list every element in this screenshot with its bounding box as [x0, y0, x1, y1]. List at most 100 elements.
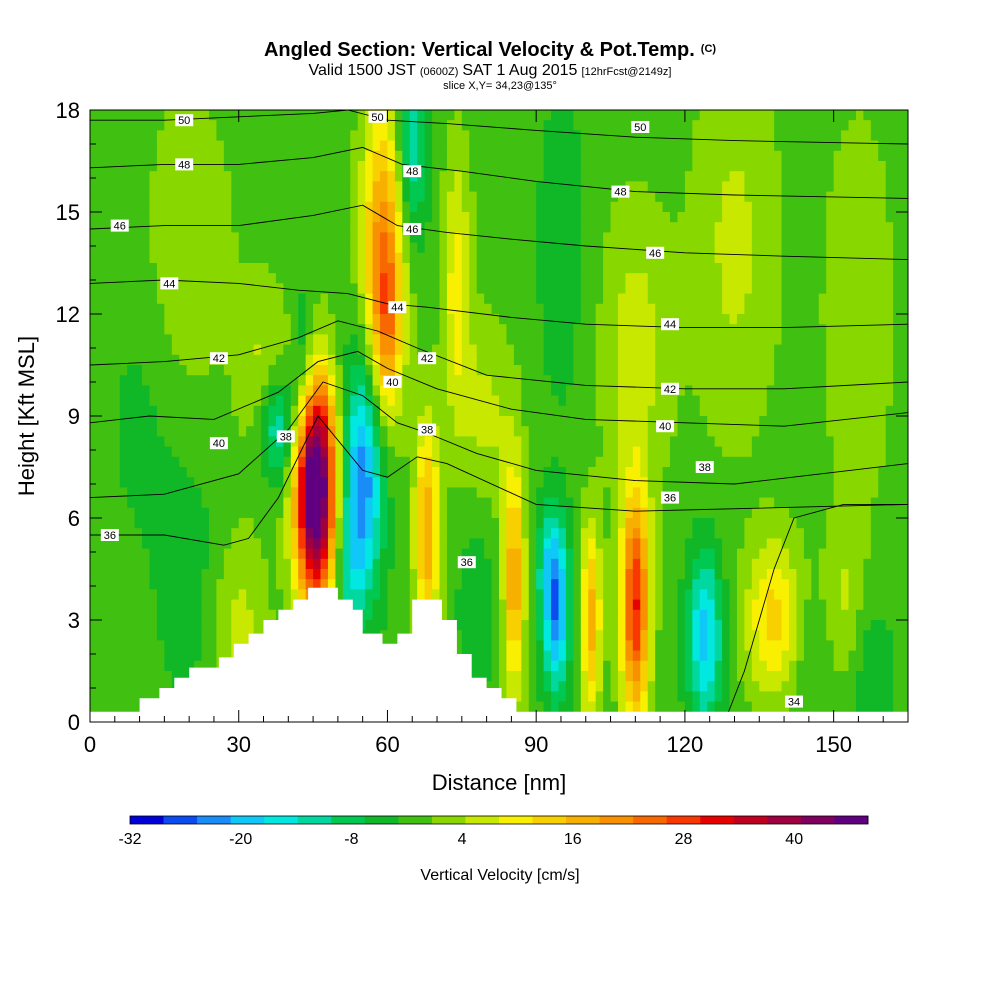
velocity-cell: [223, 120, 232, 131]
velocity-cell: [759, 507, 768, 519]
velocity-cell: [90, 273, 99, 284]
velocity-cell: [558, 324, 567, 335]
velocity-cell: [826, 507, 835, 519]
velocity-cell: [759, 344, 768, 356]
velocity-cell: [655, 324, 664, 335]
velocity-cell: [818, 273, 827, 284]
velocity-cell: [238, 446, 247, 458]
velocity-cell: [342, 293, 351, 305]
velocity-cell: [417, 263, 426, 274]
velocity-cell: [261, 252, 270, 264]
velocity-cell: [625, 344, 634, 356]
velocity-cell: [305, 324, 314, 335]
velocity-cell: [156, 252, 165, 264]
velocity-cell: [803, 252, 812, 264]
velocity-cell: [551, 446, 560, 458]
velocity-cell: [424, 385, 433, 397]
velocity-cell: [543, 242, 552, 254]
velocity-cell: [707, 222, 716, 233]
velocity-cell: [365, 385, 374, 397]
velocity-cell: [900, 354, 908, 366]
velocity-cell: [863, 487, 872, 499]
velocity-cell: [90, 110, 99, 121]
velocity-cell: [774, 354, 783, 366]
velocity-cell: [372, 375, 381, 386]
velocity-cell: [298, 110, 307, 121]
velocity-cell: [104, 558, 113, 570]
velocity-cell: [543, 252, 552, 264]
velocity-cell: [380, 181, 389, 193]
velocity-cell: [558, 477, 567, 488]
velocity-cell: [625, 283, 634, 295]
velocity-cell: [766, 232, 775, 244]
velocity-cell: [446, 252, 455, 264]
velocity-cell: [156, 181, 165, 193]
velocity-cell: [313, 181, 322, 193]
velocity-cell: [342, 150, 351, 162]
velocity-cell: [439, 497, 448, 509]
velocity-cell: [684, 263, 693, 274]
velocity-cell: [90, 242, 99, 254]
velocity-cell: [253, 507, 262, 519]
velocity-cell: [104, 171, 113, 182]
velocity-cell: [142, 161, 151, 172]
velocity-cell: [290, 120, 299, 131]
velocity-cell: [796, 426, 805, 437]
velocity-cell: [751, 232, 760, 244]
velocity-cell: [253, 416, 262, 427]
velocity-cell: [283, 375, 292, 386]
velocity-cell: [127, 191, 136, 203]
velocity-cell: [692, 303, 701, 315]
velocity-cell: [506, 497, 515, 509]
velocity-cell: [722, 314, 731, 325]
velocity-cell: [513, 110, 522, 121]
velocity-cell: [476, 467, 485, 478]
velocity-cell: [796, 497, 805, 509]
velocity-cell: [275, 354, 284, 366]
velocity-cell: [595, 150, 604, 162]
velocity-cell: [446, 273, 455, 284]
velocity-cell: [632, 497, 641, 509]
velocity-cell: [565, 538, 574, 550]
velocity-cell: [870, 344, 879, 356]
velocity-cell: [164, 467, 173, 478]
velocity-cell: [603, 507, 612, 519]
velocity-cell: [156, 569, 165, 580]
velocity-cell: [432, 518, 441, 529]
velocity-cell: [119, 426, 128, 437]
velocity-cell: [469, 242, 478, 254]
velocity-cell: [365, 314, 374, 325]
velocity-cell: [231, 344, 240, 356]
velocity-cell: [387, 477, 396, 488]
velocity-cell: [134, 130, 143, 142]
velocity-cell: [320, 426, 329, 437]
velocity-cell: [357, 161, 366, 172]
velocity-cell: [149, 426, 158, 437]
velocity-cell: [714, 273, 723, 284]
velocity-cell: [774, 171, 783, 182]
velocity-cell: [253, 263, 262, 274]
velocity-cell: [491, 110, 500, 121]
velocity-cell: [588, 273, 597, 284]
velocity-cell: [223, 191, 232, 203]
velocity-cell: [670, 507, 679, 519]
velocity-cell: [134, 161, 143, 172]
velocity-cell: [283, 334, 292, 346]
velocity-cell: [588, 171, 597, 182]
velocity-cell: [588, 446, 597, 458]
velocity-cell: [558, 212, 567, 223]
velocity-cell: [558, 507, 567, 519]
velocity-cell: [357, 181, 366, 193]
velocity-cell: [893, 446, 902, 458]
velocity-cell: [461, 181, 470, 193]
velocity-cell: [223, 293, 232, 305]
velocity-cell: [394, 212, 403, 223]
velocity-cell: [744, 344, 753, 356]
velocity-cell: [677, 375, 686, 386]
velocity-cell: [305, 375, 314, 386]
velocity-cell: [417, 314, 426, 325]
velocity-cell: [647, 110, 656, 121]
velocity-cell: [476, 181, 485, 193]
velocity-cell: [677, 538, 686, 550]
velocity-cell: [751, 314, 760, 325]
